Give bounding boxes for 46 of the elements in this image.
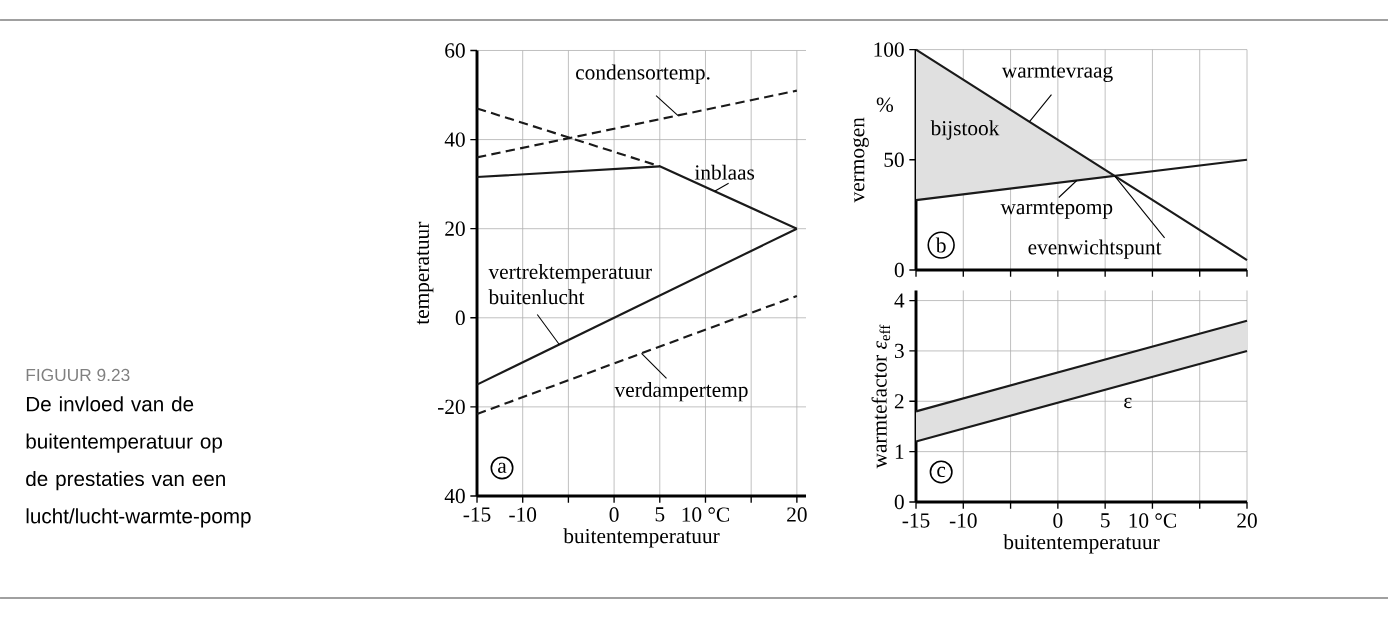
y-tick-label: 20 <box>445 221 465 236</box>
annotation: verdampertemp <box>614 382 748 402</box>
x-tick-label: 5 <box>1101 513 1110 528</box>
y-axis-title: temperatuur <box>416 221 434 325</box>
text: % <box>876 97 894 112</box>
y-axis-title: vermogen <box>853 117 869 203</box>
y-tick-label: 0 <box>455 310 465 325</box>
x-axis-title: buitentemperatuur <box>1003 534 1160 554</box>
x-tick-label: 10 °C <box>1129 513 1176 528</box>
y-tick-label: 100 <box>874 42 904 57</box>
x-tick-label: 20 <box>1237 513 1257 528</box>
x-tick-label: -15 <box>463 507 491 522</box>
annotation: vertrektemperatuur buitenlucht <box>488 263 652 305</box>
y-tick-label: 0 <box>894 494 904 510</box>
annotation: warmtepomp <box>1000 202 1113 219</box>
annotation: evenwichtspunt <box>1028 239 1162 259</box>
y-tick-label: 50 <box>884 152 904 167</box>
y-tick-label: -20 <box>437 399 465 415</box>
annotation: condensortemp. <box>576 64 710 84</box>
annotation: a <box>498 462 507 474</box>
x-tick-label: 20 <box>787 507 807 522</box>
x-tick-label: 0 <box>609 507 619 522</box>
y-tick-label: 60 <box>445 43 465 58</box>
y-tick-label: 3 <box>894 343 904 359</box>
y-tick-label: 4 <box>894 293 905 308</box>
annotation: bijstook <box>930 120 1000 140</box>
y-tick-label: 1 <box>895 444 904 459</box>
annotation: b <box>935 237 946 253</box>
annotation: warmtevraag <box>1001 65 1113 83</box>
annotation: ε <box>1124 397 1132 409</box>
x-tick-label: 5 <box>655 507 665 522</box>
x-tick-label: -10 <box>949 513 977 528</box>
annotation: c <box>937 466 946 478</box>
x-tick-label: -15 <box>902 513 930 528</box>
y-tick-label: 40 <box>444 132 465 147</box>
x-axis-title: buitentemperatuur <box>563 528 720 548</box>
x-tick-label: -10 <box>509 507 537 522</box>
x-tick-label: 10 °C <box>682 507 729 522</box>
y-tick-label: 40 <box>444 488 465 504</box>
y-axis-title: warmtefactor ε$_{eff}$ <box>871 324 891 469</box>
annotation: inblaas <box>694 164 755 180</box>
text: De invloed van de buitentemperatuur op de prestaties van een lucht/lucht-warmte-pomp <box>26 396 251 528</box>
x-tick-label: 0 <box>1053 513 1063 528</box>
y-tick-label: 2 <box>894 394 904 409</box>
text: FIGUUR 9.23 <box>26 368 130 382</box>
y-tick-label: 0 <box>894 262 904 278</box>
